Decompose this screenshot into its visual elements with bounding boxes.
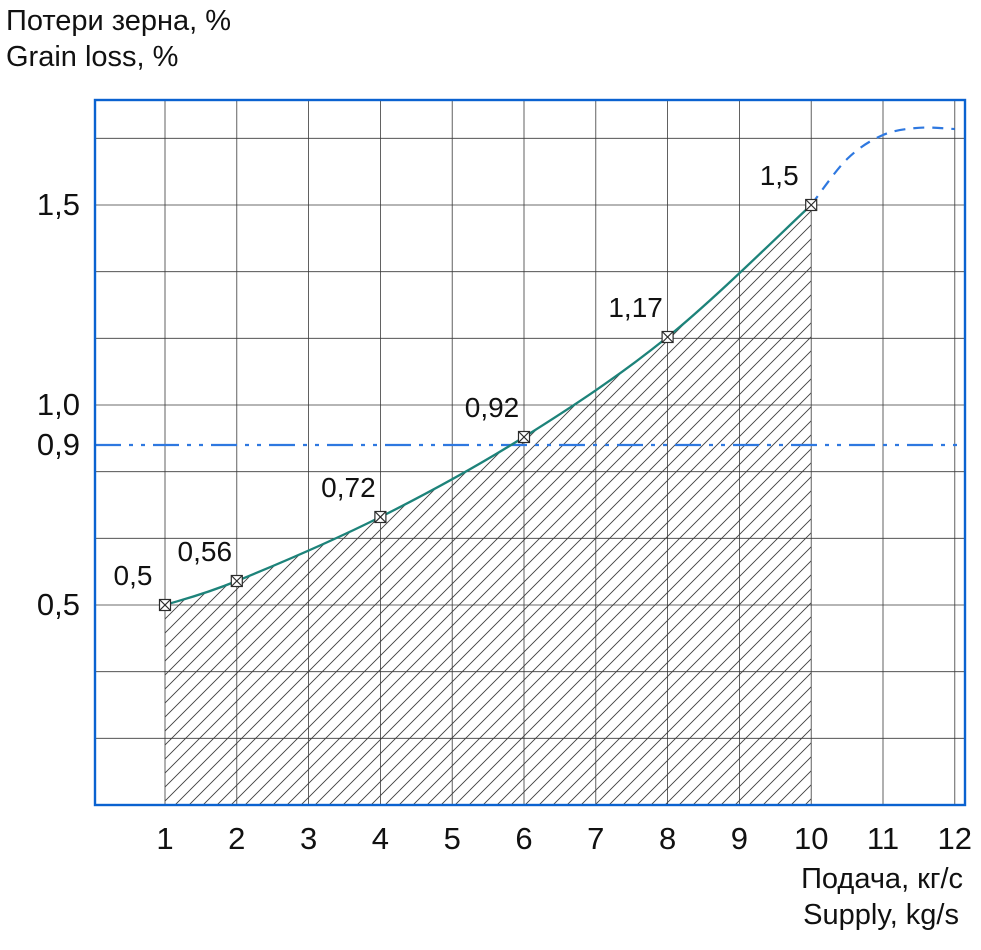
x-tick-label: 8 <box>659 821 676 856</box>
data-marker <box>661 330 674 344</box>
y-tick-label: 1,5 <box>37 187 80 222</box>
x-axis-title-en: Supply, kg/s <box>803 899 959 931</box>
x-tick-label: 11 <box>867 821 899 856</box>
y-tick-label: 0,5 <box>37 587 80 622</box>
dashed-extension <box>810 126 955 206</box>
x-tick-label: 12 <box>938 821 972 856</box>
point-label: 1,5 <box>760 160 799 191</box>
point-label: 0,92 <box>465 392 520 423</box>
y-tick-label: 1,0 <box>37 387 80 422</box>
x-tick-label: 10 <box>794 821 828 856</box>
y-axis-title-en: Grain loss, % <box>6 41 178 73</box>
y-tick-label: 0,9 <box>37 427 80 462</box>
x-tick-label: 6 <box>515 821 532 856</box>
point-label: 0,72 <box>321 472 376 503</box>
data-marker <box>517 430 531 444</box>
hatched-area <box>165 205 812 805</box>
x-tick-label: 4 <box>372 821 389 856</box>
data-marker <box>158 598 172 612</box>
x-tick-label: 2 <box>228 821 245 856</box>
data-marker <box>230 574 243 588</box>
x-tick-label: 9 <box>731 821 748 856</box>
x-axis-title-ru: Подача, кг/с <box>801 863 963 895</box>
point-label: 0,5 <box>114 560 153 591</box>
x-tick-label: 5 <box>444 821 461 856</box>
y-axis-title-ru: Потери зерна, % <box>6 5 231 37</box>
point-label: 1,17 <box>608 292 663 323</box>
x-tick-label: 1 <box>156 821 173 856</box>
x-tick-label: 7 <box>587 821 604 856</box>
data-marker <box>374 510 387 524</box>
x-tick-label: 3 <box>300 821 317 856</box>
point-label: 0,56 <box>178 536 233 567</box>
plot-border <box>93 98 967 807</box>
data-marker <box>805 198 818 212</box>
